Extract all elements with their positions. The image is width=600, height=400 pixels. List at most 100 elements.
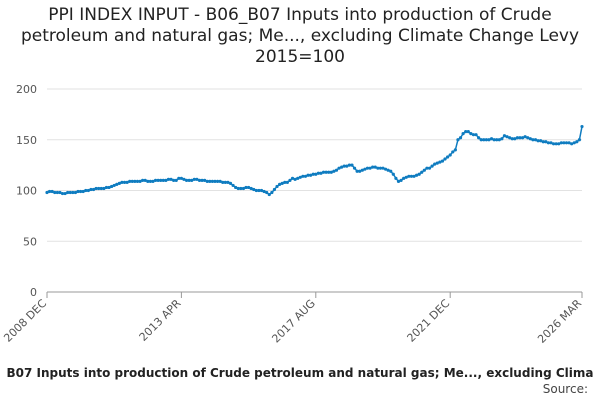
data-point bbox=[316, 171, 320, 175]
data-point bbox=[383, 167, 388, 171]
data-point bbox=[469, 132, 473, 136]
x-tick-label: 2021 DEC bbox=[405, 297, 453, 345]
data-point bbox=[487, 138, 491, 142]
data-point bbox=[254, 188, 258, 193]
data-point bbox=[414, 173, 419, 177]
y-tick-label: 50 bbox=[23, 235, 37, 248]
data-point bbox=[391, 172, 395, 176]
x-tick-label: 2026 MAR bbox=[535, 297, 584, 346]
data-point bbox=[293, 177, 297, 181]
data-point bbox=[319, 171, 323, 175]
data-point bbox=[66, 190, 70, 195]
data-point bbox=[97, 186, 101, 191]
data-point bbox=[492, 138, 496, 142]
data-point bbox=[546, 141, 551, 145]
data-point bbox=[285, 180, 289, 184]
data-point bbox=[528, 137, 532, 141]
data-point bbox=[169, 177, 173, 181]
data-point bbox=[456, 138, 460, 142]
data-point bbox=[497, 138, 501, 142]
data-point bbox=[482, 138, 486, 142]
data-point bbox=[446, 155, 450, 159]
data-point bbox=[458, 136, 463, 140]
data-point bbox=[128, 179, 132, 183]
data-point bbox=[138, 179, 142, 183]
data-point bbox=[159, 178, 163, 182]
data-point bbox=[386, 168, 390, 172]
data-point bbox=[570, 142, 574, 146]
data-point bbox=[272, 187, 277, 192]
data-point bbox=[125, 180, 129, 184]
data-point bbox=[278, 182, 282, 187]
data-point bbox=[337, 166, 341, 170]
data-point bbox=[340, 165, 344, 169]
data-point bbox=[464, 130, 468, 134]
data-point bbox=[427, 166, 432, 170]
data-point bbox=[197, 178, 202, 182]
data-point bbox=[438, 160, 442, 164]
data-point bbox=[91, 187, 96, 192]
data-point bbox=[396, 179, 401, 183]
data-point bbox=[262, 189, 266, 194]
data-point bbox=[47, 189, 52, 194]
data-point bbox=[115, 182, 119, 187]
data-point bbox=[443, 157, 447, 161]
data-point bbox=[239, 186, 243, 191]
data-point bbox=[146, 179, 150, 183]
data-point bbox=[461, 132, 465, 136]
data-point bbox=[425, 166, 429, 170]
y-tick-label: 150 bbox=[16, 134, 37, 147]
data-point bbox=[311, 172, 315, 176]
data-point bbox=[373, 165, 377, 169]
data-point bbox=[190, 178, 194, 182]
data-point bbox=[520, 136, 525, 140]
data-point bbox=[435, 161, 439, 165]
data-point bbox=[466, 130, 470, 134]
data-point bbox=[417, 172, 421, 176]
data-point bbox=[259, 188, 264, 193]
data-point bbox=[141, 178, 145, 182]
data-point bbox=[210, 179, 215, 183]
data-point bbox=[63, 191, 67, 196]
data-point bbox=[184, 178, 189, 182]
data-point bbox=[153, 178, 158, 182]
data-point bbox=[81, 189, 85, 194]
data-point bbox=[474, 133, 478, 137]
data-point bbox=[215, 179, 220, 183]
data-point bbox=[265, 190, 269, 195]
data-point bbox=[572, 141, 576, 145]
data-point bbox=[381, 166, 385, 170]
data-point bbox=[309, 173, 313, 177]
data-point bbox=[402, 176, 406, 180]
data-point bbox=[407, 174, 411, 178]
data-point bbox=[275, 184, 279, 189]
data-point bbox=[515, 136, 519, 140]
data-point bbox=[580, 124, 584, 129]
data-point bbox=[55, 190, 59, 195]
data-point bbox=[192, 177, 196, 181]
data-point bbox=[554, 142, 558, 146]
data-point bbox=[505, 135, 509, 139]
data-point bbox=[564, 141, 569, 145]
data-point bbox=[345, 164, 349, 168]
data-point bbox=[68, 190, 72, 195]
data-point bbox=[50, 189, 54, 194]
data-point bbox=[298, 175, 302, 179]
data-point bbox=[539, 139, 543, 143]
x-tick-label: 2008 DEC bbox=[1, 297, 49, 345]
data-point bbox=[557, 142, 561, 146]
data-point bbox=[404, 175, 408, 179]
data-point bbox=[430, 164, 434, 168]
x-tick-label: 2017 AUG bbox=[269, 297, 318, 346]
data-point bbox=[484, 138, 488, 142]
data-point bbox=[156, 178, 160, 182]
data-point bbox=[360, 168, 364, 172]
data-point bbox=[301, 174, 305, 178]
data-point bbox=[533, 138, 538, 142]
data-point bbox=[182, 177, 186, 181]
data-point bbox=[58, 190, 62, 195]
legend-entry: B07 Inputs into production of Crude petr… bbox=[6, 366, 594, 380]
data-point bbox=[508, 136, 512, 140]
data-point bbox=[151, 179, 155, 183]
data-point bbox=[110, 184, 114, 189]
